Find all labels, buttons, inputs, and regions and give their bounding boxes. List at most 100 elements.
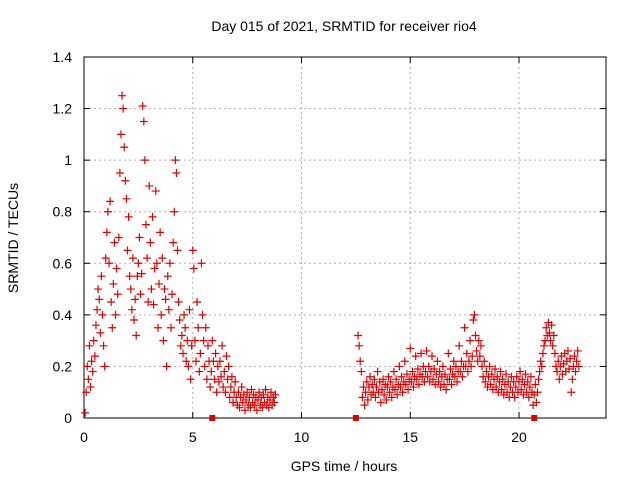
data-point	[380, 390, 389, 399]
data-point	[158, 254, 167, 263]
data-point	[195, 367, 204, 376]
data-point	[93, 305, 102, 314]
data-point	[148, 212, 157, 221]
data-point	[188, 246, 197, 255]
data-point	[396, 383, 405, 392]
x-tick-label: 0	[80, 429, 88, 445]
data-point	[128, 254, 137, 263]
data-point	[118, 91, 127, 100]
y-tick-label: 0.2	[53, 358, 73, 374]
data-point	[395, 362, 404, 371]
data-point	[371, 393, 380, 402]
data-point	[434, 377, 443, 386]
data-point	[271, 390, 280, 399]
data-point	[144, 297, 153, 306]
data-point	[131, 295, 140, 304]
data-point	[402, 370, 411, 379]
data-point	[106, 197, 115, 206]
data-point	[535, 367, 544, 376]
data-point	[469, 316, 478, 325]
data-point	[174, 297, 183, 306]
data-point	[563, 346, 572, 355]
data-point	[485, 362, 494, 371]
data-point	[81, 408, 90, 417]
chart-title: Day 015 of 2021, SRMTID for receiver rio…	[211, 18, 477, 34]
data-point	[108, 323, 117, 332]
data-point	[114, 233, 123, 242]
data-point	[430, 365, 439, 374]
y-axis-label: SRMTID / TECUs	[5, 183, 21, 293]
plot-frame	[83, 56, 607, 419]
data-point	[219, 383, 228, 392]
data-point	[85, 341, 94, 350]
data-point	[554, 357, 563, 366]
data-points	[81, 91, 583, 421]
data-point	[398, 388, 407, 397]
data-point	[200, 362, 209, 371]
data-point	[182, 357, 191, 366]
data-point	[137, 269, 146, 278]
data-point	[122, 194, 131, 203]
data-point	[536, 357, 545, 366]
data-point	[404, 385, 413, 394]
y-tick-label: 0.4	[53, 307, 73, 323]
data-point	[408, 367, 417, 376]
data-point	[270, 398, 279, 407]
data-point	[486, 380, 495, 389]
data-point	[97, 272, 106, 281]
data-point	[463, 367, 472, 376]
data-point	[546, 336, 555, 345]
data-point	[537, 362, 546, 371]
data-point	[193, 297, 202, 306]
data-point	[549, 331, 558, 340]
data-point	[217, 372, 226, 381]
data-point	[538, 349, 547, 358]
data-point	[224, 362, 233, 371]
data-point	[170, 207, 179, 216]
data-point	[91, 321, 100, 330]
data-point	[373, 367, 382, 376]
data-point	[227, 372, 236, 381]
data-point	[147, 285, 156, 294]
data-point	[198, 310, 207, 319]
data-point	[255, 388, 264, 397]
data-point	[84, 375, 93, 384]
data-point	[382, 395, 391, 404]
data-point	[540, 341, 549, 350]
data-point	[218, 341, 227, 350]
data-point	[534, 375, 543, 384]
data-point	[208, 336, 217, 345]
data-point	[141, 220, 150, 229]
data-point	[572, 357, 581, 366]
data-point	[542, 323, 551, 332]
data-point	[155, 279, 164, 288]
data-point	[94, 285, 103, 294]
data-point	[400, 357, 409, 366]
data-point	[199, 336, 208, 345]
y-tick-label: 0.8	[53, 204, 73, 220]
data-point	[101, 254, 110, 263]
data-point	[165, 259, 174, 268]
data-point	[357, 367, 366, 376]
data-point	[111, 310, 120, 319]
data-point	[358, 393, 367, 402]
data-point	[231, 377, 240, 386]
data-point	[555, 375, 564, 384]
data-point	[138, 101, 147, 110]
data-point	[192, 357, 201, 366]
data-point	[453, 377, 462, 386]
data-point	[498, 375, 507, 384]
missing-data-marker	[531, 415, 538, 421]
data-point	[457, 357, 466, 366]
data-point	[172, 169, 181, 178]
data-point	[134, 259, 143, 268]
data-point	[243, 388, 252, 397]
data-point	[370, 375, 379, 384]
data-point	[105, 259, 114, 268]
data-point	[460, 323, 469, 332]
data-point	[472, 346, 481, 355]
data-point	[412, 375, 421, 384]
data-point	[429, 375, 438, 384]
data-point	[95, 295, 104, 304]
data-point	[234, 388, 243, 397]
